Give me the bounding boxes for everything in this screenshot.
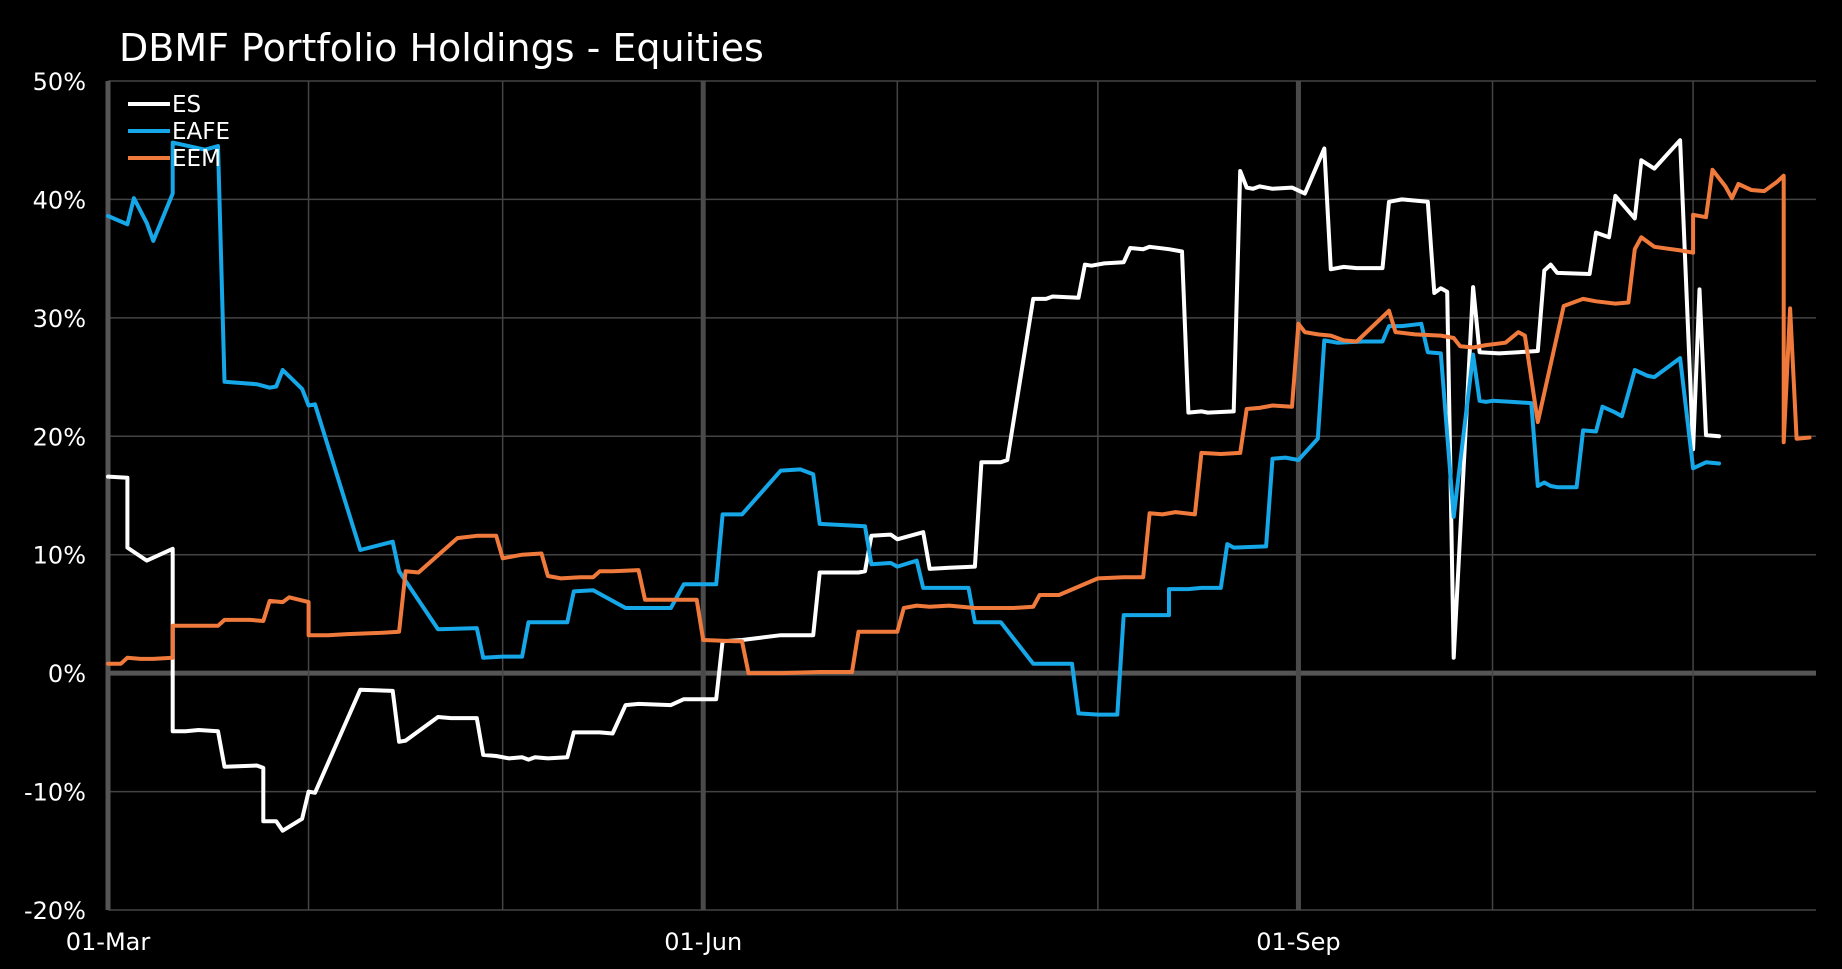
legend-label-eafe: EAFE	[172, 119, 230, 145]
y-tick-label: 50%	[33, 68, 86, 96]
x-tick-label: 01-Jun	[664, 928, 742, 956]
chart-title: DBMF Portfolio Holdings - Equities	[119, 26, 764, 70]
y-axis-ticks: -20% -10% 0% 10% 20% 30% 40% 50%	[24, 68, 86, 925]
x-tick-label: 01-Mar	[66, 928, 151, 956]
y-tick-label: -10%	[24, 779, 86, 807]
y-tick-label: 10%	[33, 542, 86, 570]
legend-label-es: ES	[172, 92, 201, 118]
legend-label-eem: EEM	[172, 146, 221, 172]
series-line-eem	[106, 167, 1812, 676]
y-tick-label: 30%	[33, 305, 86, 333]
x-tick-label: 01-Sep	[1256, 928, 1340, 956]
y-tick-label: 0%	[48, 660, 86, 688]
series-lines	[106, 138, 1812, 833]
y-tick-label: 40%	[33, 186, 86, 214]
x-axis-ticks: 01-Mar 01-Jun 01-Sep	[66, 928, 1341, 956]
y-tick-label: -20%	[24, 897, 86, 925]
y-tick-label: 20%	[33, 423, 86, 451]
gridlines	[105, 80, 1816, 911]
series-line-eafe	[106, 140, 1721, 717]
